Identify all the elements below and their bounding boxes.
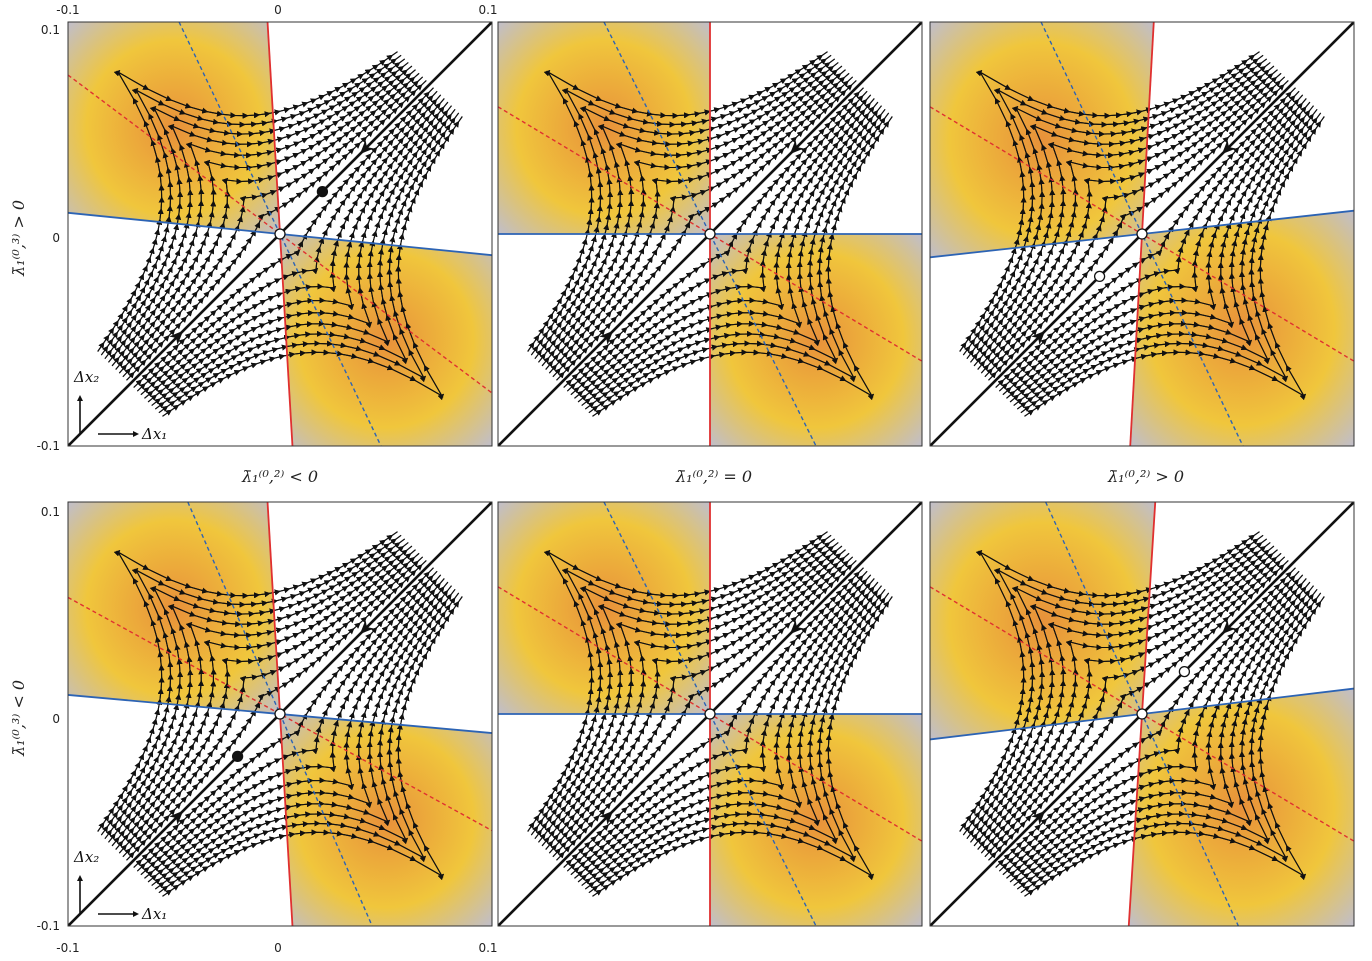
tick-bottom-mid: 0 xyxy=(274,941,282,955)
shaded-region-upper-left xyxy=(930,502,1156,740)
bottom-ticks: -0.1 0 0.1 xyxy=(56,941,497,955)
streamline xyxy=(162,116,463,417)
tick-top-right: 0.1 xyxy=(478,3,497,17)
shaded-region-upper-left xyxy=(930,22,1154,258)
shaded-region-lower-right xyxy=(1128,688,1354,926)
shaded-region-lower-right xyxy=(710,234,922,446)
streamlines xyxy=(97,51,463,417)
shaded-region-upper-left xyxy=(498,502,710,714)
tick-left-mid-r1: 0 xyxy=(52,712,60,726)
shaded-region-upper-left xyxy=(68,22,280,234)
fixed-point-origin xyxy=(274,708,286,720)
axis-hint-y-label: Δx₂ xyxy=(73,848,99,866)
panel-frame xyxy=(929,21,1355,447)
streamlines xyxy=(527,51,893,417)
panel-1-2 xyxy=(929,501,1355,927)
tick-top-left: -0.1 xyxy=(56,3,79,17)
tick-top-mid: 0 xyxy=(274,3,282,17)
tick-left-top-r1: 0.1 xyxy=(41,505,60,519)
streamline xyxy=(592,116,893,417)
shaded-region-lower-right xyxy=(710,714,922,926)
axis-hint-x-label: Δx₁ xyxy=(141,905,167,923)
dashed-red-nullcline xyxy=(68,74,492,394)
tick-left-top-r0: 0.1 xyxy=(41,23,60,37)
panel-frame xyxy=(67,21,493,447)
streamlines xyxy=(527,531,893,897)
fixed-point-origin xyxy=(274,228,286,240)
fixed-point xyxy=(1178,665,1191,678)
row-label-bottom: λ̄₁⁽⁰,³⁾ < 0 xyxy=(9,680,28,757)
col-label-mid: λ̄₁⁽⁰,²⁾ = 0 xyxy=(675,467,752,486)
col-label-left: λ̄₁⁽⁰,²⁾ < 0 xyxy=(241,467,318,486)
shaded-region-upper-left xyxy=(68,502,280,714)
panel-grid: Δx₂ Δx₁ Δx₂ Δx₁ xyxy=(67,21,1355,927)
streamlines xyxy=(97,531,463,897)
streamline xyxy=(162,596,463,897)
tick-left-bottom-r1: -0.1 xyxy=(37,919,60,933)
axis-hint-y-label: Δx₂ xyxy=(73,368,99,386)
panel-frame xyxy=(929,501,1355,927)
shaded-region-lower-right xyxy=(1130,210,1354,446)
streamline xyxy=(1024,116,1325,417)
tick-left-mid-r0: 0 xyxy=(52,231,60,245)
axis-hint-x-label: Δx₁ xyxy=(141,425,167,443)
streamline xyxy=(1024,596,1325,897)
panel-1-0: Δx₂ Δx₁ xyxy=(67,501,493,927)
fixed-point xyxy=(316,185,329,198)
fixed-point-origin xyxy=(1136,708,1148,720)
streamlines xyxy=(959,531,1325,897)
fixed-point-origin xyxy=(704,228,716,240)
panel-0-2 xyxy=(929,21,1355,447)
panel-frame xyxy=(67,501,493,927)
fixed-point-origin xyxy=(704,708,716,720)
fixed-point xyxy=(231,750,244,763)
streamlines xyxy=(959,51,1325,417)
tick-bottom-left: -0.1 xyxy=(56,941,79,955)
tick-left-bottom-r0: -0.1 xyxy=(37,439,60,453)
left-ticks-row-0: 0.1 0 -0.1 xyxy=(37,23,60,453)
panel-0-1 xyxy=(497,21,923,447)
panel-frame xyxy=(497,501,923,927)
shaded-region-lower-right xyxy=(280,714,492,926)
fixed-point-origin xyxy=(1136,228,1148,240)
shaded-region-lower-right xyxy=(280,234,492,446)
left-ticks-row-1: 0.1 0 -0.1 xyxy=(37,505,60,933)
panel-frame xyxy=(497,21,923,447)
panel-0-0: Δx₂ Δx₁ xyxy=(67,21,493,447)
panel-1-1 xyxy=(497,501,923,927)
top-ticks: -0.1 0 0.1 xyxy=(56,3,497,17)
shaded-region-upper-left xyxy=(498,22,710,234)
dashed-blue-nullcline xyxy=(603,502,817,926)
dashed-blue-nullcline xyxy=(603,22,817,446)
fixed-point xyxy=(1093,270,1106,283)
row-label-top: λ̄₁⁽⁰,³⁾ > 0 xyxy=(9,200,28,277)
streamline xyxy=(592,596,893,897)
tick-bottom-right: 0.1 xyxy=(478,941,497,955)
col-label-right: λ̄₁⁽⁰,²⁾ > 0 xyxy=(1107,467,1184,486)
